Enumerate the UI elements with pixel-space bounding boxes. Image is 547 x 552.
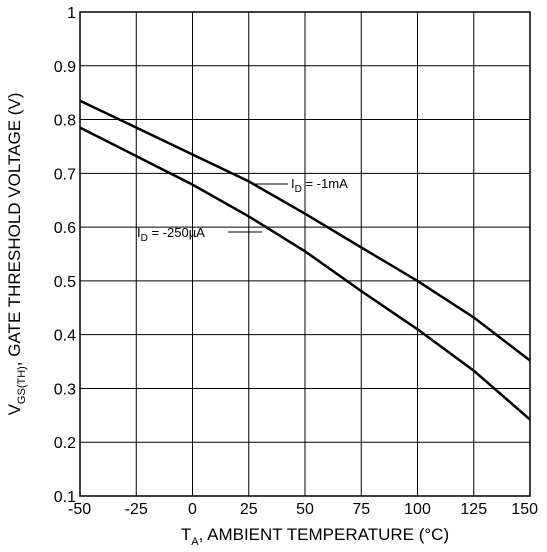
x-tick-label: 25 xyxy=(240,501,258,518)
y-tick-label: 0.6 xyxy=(54,220,76,237)
series-annotation: ID = -1mA xyxy=(291,176,348,195)
x-axis-title: TA, AMBIENT TEMPERATURE (°C) xyxy=(181,525,449,548)
y-tick-label: 0.4 xyxy=(54,328,76,345)
series-annotations: ID = -1mA ID = -250µA xyxy=(137,176,348,244)
x-tick-label: -25 xyxy=(125,501,148,518)
series-line-0 xyxy=(79,99,531,362)
y-axis-title: VGS(TH), GATE THRESHOLD VOLTAGE (V) xyxy=(5,93,28,416)
y-tick-label: 0.9 xyxy=(54,59,76,76)
x-tick-label: 150 xyxy=(511,501,538,518)
plot-frame xyxy=(79,11,531,497)
x-tick-label: 0 xyxy=(188,501,197,518)
y-tick-label: 0.5 xyxy=(54,274,76,291)
x-tick-label: -50 xyxy=(68,501,91,518)
y-tick-label: 0.2 xyxy=(54,435,76,452)
x-tick-label: 100 xyxy=(404,501,431,518)
grid xyxy=(79,11,531,497)
y-tick-label: 0.3 xyxy=(54,381,76,398)
series-line-1 xyxy=(79,126,531,421)
y-tick-label: 0.1 xyxy=(54,489,76,506)
x-tick-label: 50 xyxy=(296,501,314,518)
tick-labels: -50 -25 0 25 50 75 100 125 150 0.1 0.2 0.3 0.4 0.5 0.6… xyxy=(54,5,538,518)
series-annotation: ID = -250µA xyxy=(137,225,205,244)
y-tick-label: 1 xyxy=(67,5,76,22)
x-tick-label: 125 xyxy=(460,501,487,518)
y-tick-label: 0.7 xyxy=(54,166,76,183)
curves xyxy=(79,99,531,421)
y-tick-label: 0.8 xyxy=(54,113,76,130)
x-tick-label: 75 xyxy=(352,501,370,518)
